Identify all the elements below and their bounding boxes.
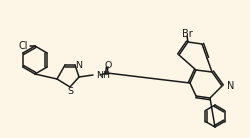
Text: S: S xyxy=(67,87,73,96)
Text: Br: Br xyxy=(181,29,192,39)
Text: NH: NH xyxy=(96,71,110,79)
Text: Cl: Cl xyxy=(18,41,28,51)
Text: O: O xyxy=(104,60,111,70)
Text: N: N xyxy=(75,60,82,70)
Text: N: N xyxy=(226,81,234,91)
